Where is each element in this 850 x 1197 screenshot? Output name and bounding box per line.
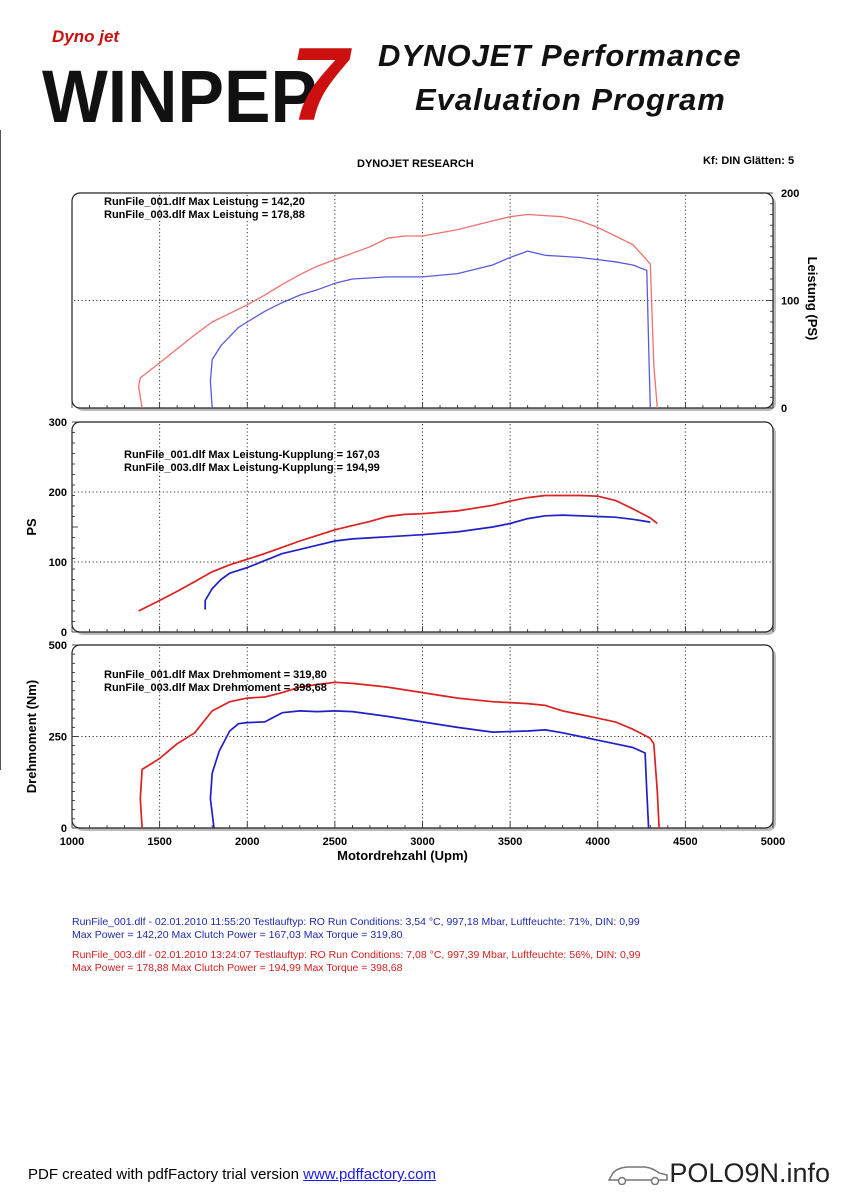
x-tick-label: 5000: [761, 836, 785, 848]
winpep-logo: Dyno jet WINPEP 7: [40, 22, 370, 143]
y-tick-label: 0: [781, 403, 787, 415]
legend-entry: RunFile_003.dlf Max Leistung = 178,88: [104, 209, 305, 221]
series-line-1: [209, 250, 651, 409]
brand-watermark: POLO9N.info: [607, 1158, 830, 1189]
y-tick-label: 100: [49, 557, 67, 569]
series-line-1: [204, 514, 651, 610]
settings-label: Kf: DIN Glätten: 5: [703, 155, 795, 167]
pdffactory-link[interactable]: www.pdffactory.com: [303, 1166, 436, 1183]
run2-info-line2: Max Power = 178,88 Max Clutch Power = 19…: [72, 962, 403, 974]
y-axis-label: Leistung (PS): [805, 257, 820, 341]
legend-entry: RunFile_001.dlf Max Leistung = 142,20: [104, 196, 305, 208]
title-line-1: DYNOJET Performance: [378, 38, 742, 73]
research-label: DYNOJET RESEARCH: [357, 158, 474, 170]
legend-entry: RunFile_003.dlf Max Leistung-Kupplung = …: [124, 462, 380, 474]
series-line-1: [209, 710, 650, 829]
brand-text: POLO9N.info: [669, 1158, 830, 1188]
y-tick-label: 250: [49, 732, 67, 744]
pdf-footer: PDF created with pdfFactory trial versio…: [28, 1166, 436, 1183]
series-line-2: [139, 681, 660, 829]
x-tick-label: 1500: [147, 836, 171, 848]
dyno-charts: 0 100 200 Leistung (PS) RunFile_001.dlf Max …: [24, 188, 820, 863]
y-axis-label: Drehmoment (Nm): [24, 680, 39, 793]
logo-top-text: Dyno jet: [52, 27, 120, 46]
left-edge-line: [0, 130, 1, 770]
x-tick-label: 2500: [323, 836, 347, 848]
y-tick-label: 0: [61, 627, 67, 639]
legend-entry: RunFile_003.dlf Max Drehmoment = 398,68: [104, 682, 327, 694]
legend-entry: RunFile_001.dlf Max Drehmoment = 319,80: [104, 669, 327, 681]
legend-entry: RunFile_001.dlf Max Leistung-Kupplung = …: [124, 449, 380, 461]
y-tick-label: 200: [781, 188, 799, 200]
run2-info-line1: RunFile_003.dlf - 02.01.2010 13:24:07 Te…: [72, 949, 641, 961]
series-line-2: [137, 213, 658, 409]
y-tick-label: 0: [61, 823, 67, 835]
car-icon: [608, 1166, 669, 1186]
run1-info-line2: Max Power = 142,20 Max Clutch Power = 16…: [72, 929, 403, 941]
series-line-2: [138, 494, 658, 612]
y-tick-label: 500: [49, 640, 67, 652]
run1-info-line1: RunFile_001.dlf - 02.01.2010 11:55:20 Te…: [72, 916, 640, 928]
x-tick-label: 2000: [235, 836, 259, 848]
x-tick-label: 3000: [410, 836, 434, 848]
y-tick-label: 300: [49, 417, 67, 429]
pdf-footer-text: PDF created with pdfFactory trial versio…: [28, 1166, 304, 1183]
y-tick-label: 200: [49, 487, 67, 499]
x-axis-label: Motordrehzahl (Upm): [337, 848, 468, 863]
x-tick-label: 1000: [60, 836, 84, 848]
x-tick-label: 3500: [498, 836, 522, 848]
x-tick-label: 4500: [673, 836, 697, 848]
y-tick-label: 100: [781, 296, 799, 308]
title-line-2: Evaluation Program: [415, 82, 726, 117]
logo-number: 7: [290, 27, 352, 134]
y-axis-label: PS: [24, 518, 39, 536]
logo-main-text: WINPEP: [42, 55, 317, 134]
x-tick-label: 4000: [586, 836, 610, 848]
